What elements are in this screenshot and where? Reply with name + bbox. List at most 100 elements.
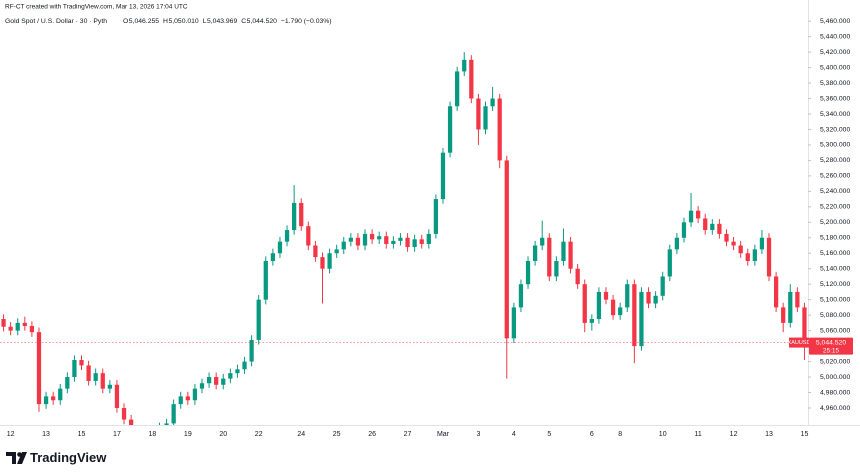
candle-body	[86, 365, 91, 381]
logo-icon	[6, 452, 27, 464]
candle-body	[455, 71, 460, 107]
ohlc-value: 5,044.520	[247, 18, 277, 25]
candle-body	[547, 237, 552, 277]
y-tick-label: 5,080.000	[820, 312, 850, 319]
candle-body	[8, 326, 13, 331]
y-tick-label: 5,100.000	[820, 296, 850, 303]
candle-body	[199, 383, 205, 389]
candle-body	[490, 98, 495, 107]
y-tick-label: 5,360.000	[820, 95, 850, 102]
candle-body	[738, 245, 743, 254]
candle-body	[618, 307, 623, 316]
y-tick-label: 5,420.000	[820, 49, 850, 56]
y-tick-label: 5,140.000	[820, 266, 850, 273]
candle-body	[313, 245, 318, 258]
candle-body	[589, 319, 594, 323]
candle-body	[29, 325, 35, 333]
candle-body	[242, 361, 247, 370]
x-tick-label: 15	[801, 431, 809, 438]
logo-dot	[17, 452, 22, 457]
x-tick-label: 6	[590, 431, 594, 438]
candle-body	[235, 369, 240, 374]
candle-body	[674, 237, 680, 250]
candle-body	[341, 241, 346, 250]
candle-body	[525, 260, 531, 285]
candle-body	[58, 388, 63, 401]
candle-body	[582, 284, 587, 323]
candle-body	[398, 237, 403, 241]
x-tick-label: 19	[184, 431, 192, 438]
y-tick-label: 5,340.000	[820, 111, 850, 118]
ohlc-value: 5,043.969	[207, 18, 237, 25]
candle-body	[504, 160, 509, 339]
y-tick-label: 5,280.000	[820, 157, 850, 164]
candle-body	[781, 307, 786, 323]
candle-body	[476, 98, 481, 130]
x-tick-label: 15	[78, 431, 86, 438]
y-tick-label: 5,380.000	[820, 80, 850, 87]
y-tick-label: 5,440.000	[820, 33, 850, 40]
candle-body	[65, 377, 70, 389]
candle-body	[681, 222, 687, 238]
candle-body	[334, 249, 339, 254]
candle-body	[568, 241, 573, 269]
candle-body	[575, 268, 580, 285]
candle-body	[362, 233, 368, 246]
candle-body	[773, 276, 779, 308]
y-tick-label: 5,320.000	[820, 126, 850, 133]
x-tick-label: 3	[476, 431, 480, 438]
candle-body	[412, 239, 417, 248]
candle-body	[164, 423, 169, 425]
candle-body	[348, 237, 353, 242]
candle-body	[632, 284, 637, 347]
x-tick-label: 5	[547, 431, 551, 438]
candle-body	[43, 396, 49, 405]
y-tick-label: 5,180.000	[820, 235, 850, 242]
x-tick-label: 20	[219, 431, 227, 438]
candle-body	[214, 377, 219, 385]
plot-area	[1, 52, 807, 425]
countdown: 25:15	[823, 347, 840, 354]
y-tick-label: 4,960.000	[820, 405, 850, 412]
x-tick-label: 24	[297, 431, 305, 438]
symbol-tag: XAUUSD	[788, 340, 811, 346]
candle-body	[752, 249, 757, 261]
candle-body	[299, 202, 304, 227]
x-tick-label: 17	[113, 431, 121, 438]
candle-body	[249, 339, 254, 362]
candle-body	[114, 384, 120, 408]
symbol-title: Gold Spot / U.S. Dollar · 30 · Pyth	[5, 18, 107, 25]
candle-body	[377, 236, 382, 240]
candle-body	[384, 236, 389, 244]
candle-body	[511, 307, 516, 339]
x-tick-label: 18	[148, 431, 156, 438]
candle-body	[221, 378, 226, 385]
candle-body	[206, 377, 212, 384]
candle-body	[795, 291, 800, 308]
x-tick-label: 10	[659, 431, 667, 438]
candle-body	[532, 245, 538, 261]
y-tick-label: 5,160.000	[820, 250, 850, 257]
x-tick-label: Mar	[437, 431, 450, 438]
candle-body	[51, 396, 56, 401]
candle-body	[306, 226, 311, 246]
candle-body	[1, 319, 6, 327]
candle-body	[292, 202, 297, 231]
candle-body	[391, 240, 396, 244]
x-tick-label: 4	[512, 431, 516, 438]
candle-body	[284, 230, 290, 242]
candle-body	[228, 373, 233, 379]
x-tick-label: 25	[333, 431, 341, 438]
candle-body	[554, 260, 559, 277]
price-tag-box	[809, 337, 853, 355]
candle-body	[469, 59, 474, 99]
candle-body	[36, 332, 42, 405]
candle-body	[440, 152, 446, 200]
x-tick-label: 12	[7, 431, 15, 438]
candle-body	[256, 299, 261, 340]
y-tick-label: 5,300.000	[820, 142, 850, 149]
candle-body	[185, 396, 190, 401]
candle-body	[596, 291, 602, 320]
y-tick-label: 5,200.000	[820, 219, 850, 226]
candle-body	[696, 210, 701, 219]
